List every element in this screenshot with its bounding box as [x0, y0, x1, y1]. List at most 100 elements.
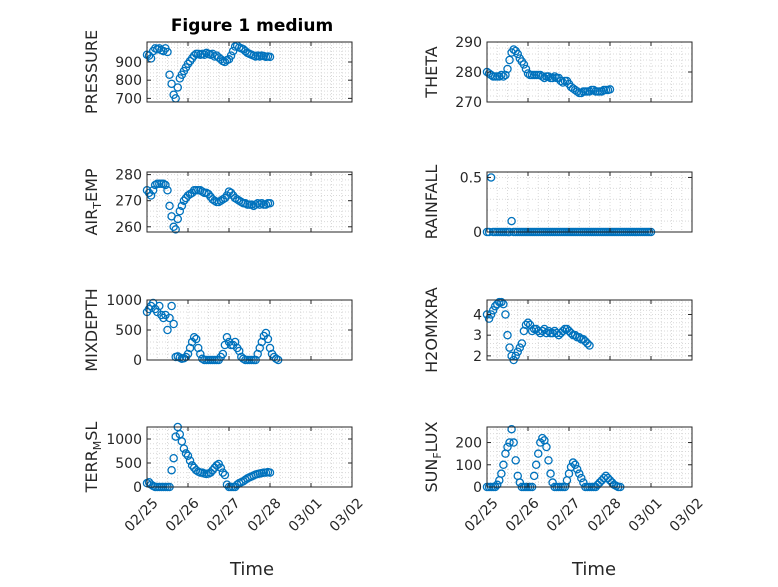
data-point — [185, 456, 195, 465]
data-point — [187, 461, 197, 470]
data-point — [505, 343, 514, 352]
data-point — [568, 458, 578, 467]
y-tick-label: 800 — [115, 73, 142, 89]
y-axis-label-subscript: M — [91, 441, 104, 451]
y-axis-label-main: SUN — [422, 459, 441, 493]
x-tick-label: 02/25 — [462, 495, 502, 535]
data-point — [540, 73, 549, 83]
data-point — [189, 332, 199, 342]
data-point — [173, 214, 182, 224]
data-point — [161, 180, 170, 190]
y-tick-label: 0 — [473, 225, 482, 241]
data-point — [513, 347, 523, 356]
y-tick-label: 3 — [473, 328, 482, 344]
data-point — [529, 471, 539, 481]
y-tick-label: 2 — [473, 349, 482, 365]
data-point — [226, 188, 236, 198]
y-tick-label: 500 — [115, 323, 142, 339]
data-point — [605, 85, 615, 94]
axes-box — [486, 299, 693, 361]
data-point — [597, 87, 607, 96]
data-point — [499, 460, 508, 470]
y-tick-label: 200 — [455, 436, 482, 452]
subplot-3: 260 270 280 AIRTEMP — [82, 168, 353, 236]
x-axis-label-right: Time — [571, 559, 616, 580]
subplot-4: 0 0.5 RAINFALL — [422, 165, 693, 241]
data-point — [544, 326, 553, 336]
data-point — [503, 330, 512, 340]
data-point — [206, 468, 215, 477]
data-point — [189, 51, 199, 60]
subplot-7: 0 500 1000 02/25 02/26 02/27 02/28 03/01 03/02 TE… — [82, 422, 367, 536]
data-point — [181, 449, 191, 458]
x-tick-label: 02/28 — [585, 495, 625, 535]
data-point — [167, 465, 176, 475]
x-tick-label: 02/26 — [503, 495, 543, 535]
axes-box — [486, 426, 693, 488]
data-point — [171, 432, 180, 441]
data-point — [515, 343, 525, 352]
data-point — [513, 49, 523, 59]
data-point — [544, 72, 553, 81]
y-tick-label: 280 — [455, 65, 482, 81]
data-point — [220, 470, 230, 480]
data-point — [263, 334, 273, 344]
data-point — [511, 456, 520, 465]
y-axis-label-subscript: T — [91, 202, 104, 210]
data-point — [218, 349, 228, 359]
axes-box — [146, 171, 353, 233]
data-point — [558, 326, 568, 336]
x-tick-label: 03/01 — [286, 495, 326, 535]
y-axis-label: H2OMIXRA — [422, 287, 441, 373]
y-tick-label: 0 — [133, 480, 142, 496]
data-point — [585, 341, 594, 350]
subplot-2: 270 280 290 THETA — [422, 35, 693, 111]
data-point — [261, 200, 271, 209]
data-point — [492, 299, 502, 309]
data-point — [509, 438, 518, 447]
data-point — [150, 180, 160, 190]
data-point — [577, 88, 586, 98]
data-point — [546, 469, 555, 478]
data-point — [196, 349, 205, 359]
data-point — [521, 64, 531, 74]
data-point — [517, 339, 527, 348]
data-point — [589, 85, 598, 95]
data-point — [173, 83, 182, 92]
axes-box — [146, 426, 353, 488]
y-tick-label: 0 — [473, 480, 482, 496]
data-point — [220, 193, 230, 203]
data-point — [247, 200, 256, 209]
data-point — [503, 442, 512, 452]
data-point — [521, 320, 531, 330]
x-tick-label: 02/27 — [204, 495, 244, 535]
data-point — [212, 461, 221, 470]
data-point — [179, 196, 189, 205]
data-point — [570, 330, 580, 340]
data-point — [222, 332, 232, 342]
data-point — [210, 196, 219, 205]
data-point — [208, 465, 217, 475]
y-axis-label: THETA — [422, 46, 441, 98]
x-tick-label: 03/01 — [626, 495, 666, 535]
data-point — [265, 199, 275, 208]
y-axis-label-rest: EMP — [82, 168, 101, 202]
y-tick-label: 500 — [115, 456, 142, 472]
data-point — [577, 473, 586, 483]
x-tick-label: 02/28 — [245, 495, 285, 535]
data-point — [548, 73, 557, 83]
y-tick-label: 0.5 — [460, 170, 482, 186]
x-tick-label: 02/27 — [544, 495, 584, 535]
data-point — [484, 314, 494, 323]
data-point — [507, 216, 516, 226]
data-point — [538, 433, 547, 443]
data-point — [572, 464, 582, 474]
data-point — [575, 332, 584, 342]
data-point — [167, 301, 176, 311]
data-point — [503, 64, 512, 74]
data-point — [538, 326, 547, 336]
data-point — [148, 186, 158, 195]
subplot-8: 0 100 200 02/25 02/26 02/27 02/28 03/01 03/02 SUN… — [422, 421, 707, 535]
data-point — [171, 225, 180, 234]
